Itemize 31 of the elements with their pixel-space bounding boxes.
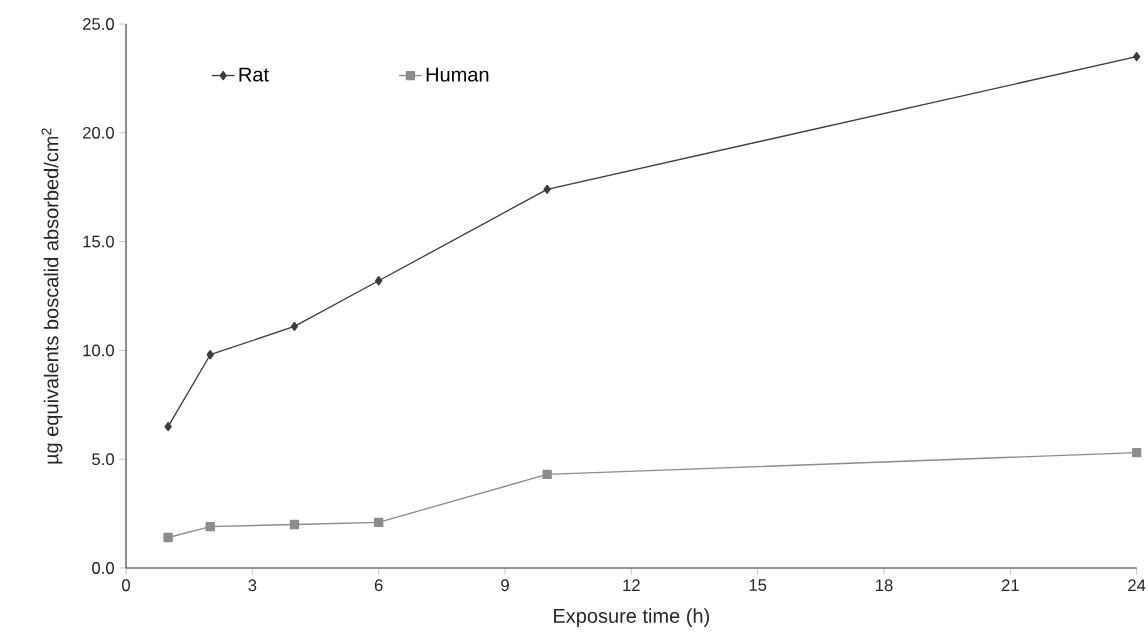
point — [164, 421, 172, 432]
x-tick-label: 18 — [876, 579, 893, 592]
x-tick-label: 15 — [749, 579, 767, 591]
y-tick-label: 15.0 — [83, 235, 114, 248]
x-tick-label: 21 — [1001, 579, 1019, 591]
point — [1132, 447, 1142, 458]
x-tick-label: 0 — [122, 579, 130, 592]
x-tick-label: 24 — [1128, 579, 1146, 591]
x-tick-label: 3 — [248, 579, 257, 592]
y-axis-title: µg equivalents boscalid absorbed/cm$^{2}$ — [41, 128, 63, 464]
point — [542, 469, 552, 480]
legend-label: Human — [426, 67, 489, 82]
y-tick-label: 20.0 — [83, 126, 114, 139]
point — [206, 350, 214, 360]
x-tick-label: 6 — [374, 579, 383, 592]
point — [289, 519, 300, 530]
legend-label: Rat — [239, 67, 269, 82]
point — [375, 276, 383, 286]
x-tick-label: 9 — [501, 579, 509, 592]
x-axis-title: Exposure time (h) — [554, 608, 709, 627]
y-tick-label: 5.0 — [92, 453, 114, 466]
point — [1133, 51, 1141, 62]
point — [205, 521, 215, 532]
point — [163, 532, 173, 543]
y-tick-label: 25.0 — [83, 18, 114, 30]
point — [374, 517, 384, 527]
point — [290, 321, 299, 332]
x-tick-label: 12 — [623, 579, 640, 591]
y-tick-label: 10.0 — [83, 344, 114, 357]
point — [543, 184, 551, 195]
y-tick-label: 0.0 — [92, 562, 114, 574]
